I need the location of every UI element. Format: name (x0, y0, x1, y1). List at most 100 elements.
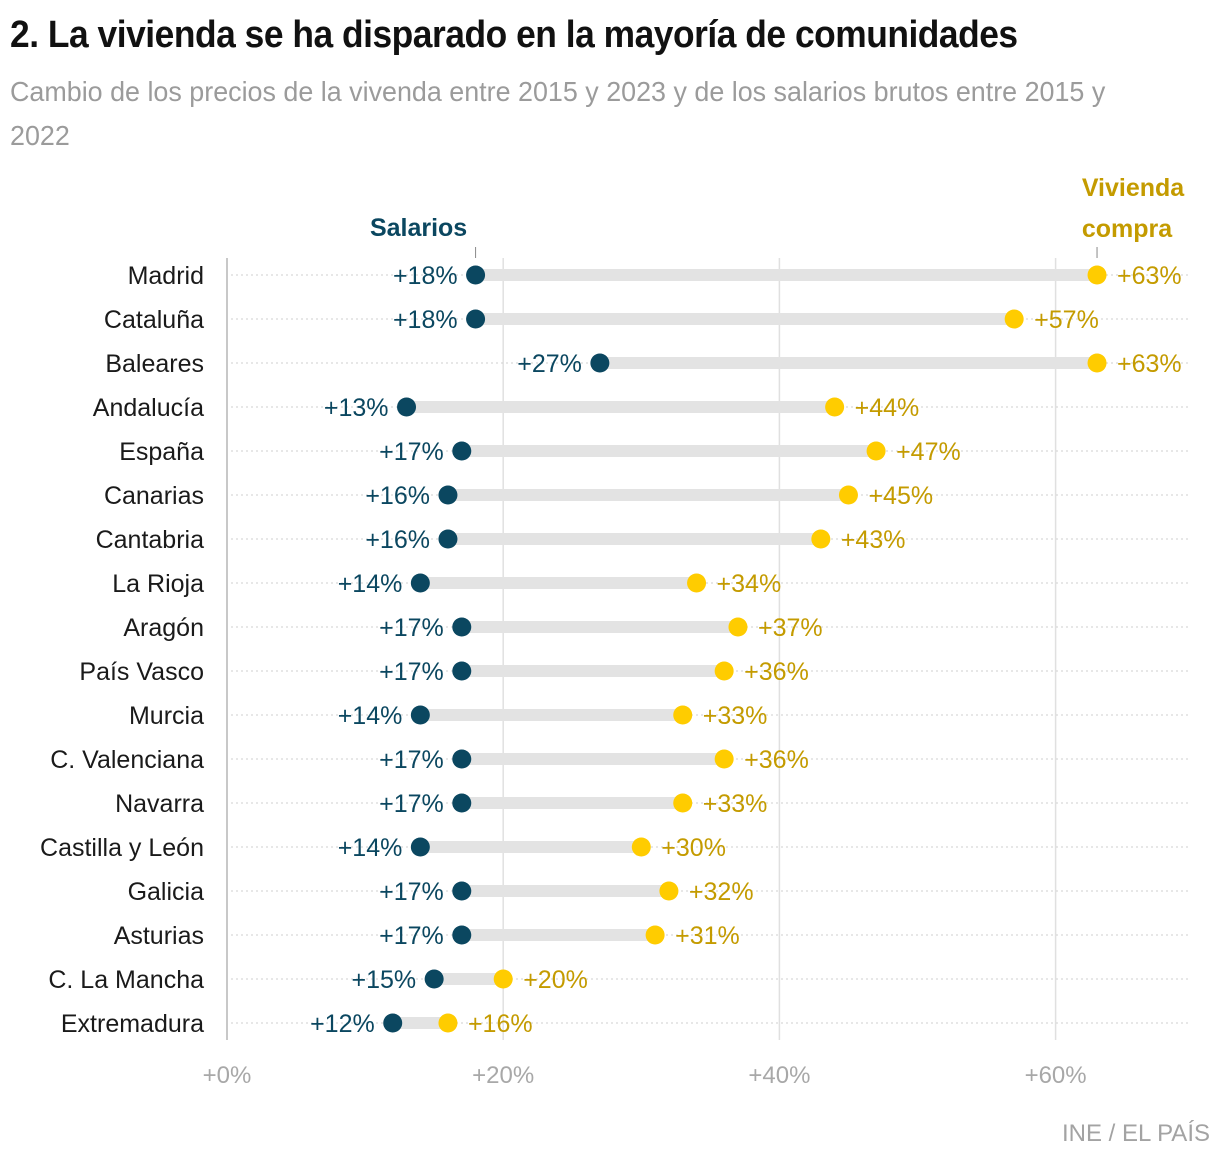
vivienda-value-label: +34% (717, 570, 782, 598)
salarios-value-label: +12% (310, 1010, 375, 1038)
row-castilla-y-león: Castilla y León +14% +30% (40, 834, 1188, 862)
salarios-dot (438, 529, 458, 549)
salarios-value-label: +16% (365, 482, 430, 510)
vivienda-dot (866, 441, 886, 461)
salarios-dot (452, 749, 472, 769)
vivienda-value-label: +36% (744, 658, 809, 686)
row-españa: España +17% +47% (119, 438, 1188, 466)
vivienda-value-label: +45% (868, 482, 933, 510)
salarios-dot (383, 1013, 403, 1033)
row-galicia: Galicia +17% +32% (128, 878, 1188, 906)
salarios-value-label: +17% (379, 614, 444, 642)
vivienda-value-label: +37% (758, 614, 823, 642)
vivienda-dot (714, 661, 734, 681)
salarios-dot (590, 353, 610, 373)
salarios-value-label: +17% (379, 790, 444, 818)
salarios-value-label: +17% (379, 922, 444, 950)
category-label: España (119, 438, 204, 466)
vivienda-value-label: +63% (1117, 262, 1182, 290)
salarios-value-label: +18% (393, 262, 458, 290)
x-tick-label: +0% (203, 1062, 252, 1089)
vivienda-value-label: +36% (744, 746, 809, 774)
category-label: Murcia (129, 702, 204, 730)
x-tick-label: +20% (472, 1062, 534, 1089)
row-cantabria: Cantabria +16% +43% (96, 526, 1188, 554)
salarios-dot (466, 309, 486, 329)
salarios-value-label: +27% (517, 350, 582, 378)
salarios-dot (424, 969, 444, 989)
salarios-dot (410, 573, 430, 593)
salarios-value-label: +14% (338, 702, 403, 730)
salarios-dot (397, 397, 417, 417)
category-label: Navarra (115, 790, 204, 818)
salarios-value-label: +18% (393, 306, 458, 334)
row-madrid: Madrid +18% +63% (128, 262, 1188, 290)
vivienda-value-label: +30% (661, 834, 726, 862)
row-navarra: Navarra +17% +33% (115, 790, 1188, 818)
legend-annotations: Salarios Vivienda compra (370, 174, 1185, 258)
chart-title: 2. La vivienda se ha disparado en la may… (10, 14, 1018, 56)
row-andalucía: Andalucía +13% +44% (93, 394, 1188, 422)
row-canarias: Canarias +16% +45% (104, 482, 1188, 510)
vivienda-dot (645, 925, 665, 945)
vivienda-dot (673, 705, 693, 725)
row-baleares: Baleares +27% +63% (105, 350, 1188, 378)
row-c-la-mancha: C. La Mancha +15% +20% (48, 966, 1188, 994)
rows-layer: Madrid +18% +63% Cataluña +18% +57% Baleares +2… (40, 262, 1188, 1038)
vivienda-value-label: +32% (689, 878, 754, 906)
row-la-rioja: La Rioja +14% +34% (112, 570, 1188, 598)
vivienda-dot (838, 485, 858, 505)
row-c-valenciana: C. Valenciana +17% +36% (50, 746, 1188, 774)
category-label: La Rioja (112, 570, 204, 598)
category-label: C. Valenciana (50, 746, 204, 774)
salarios-dot (452, 661, 472, 681)
salarios-dot (438, 485, 458, 505)
salarios-dot (452, 881, 472, 901)
row-cataluña: Cataluña +18% +57% (104, 306, 1188, 334)
vivienda-dot (1004, 309, 1024, 329)
vivienda-value-label: +16% (468, 1010, 533, 1038)
category-label: Canarias (104, 482, 204, 510)
salarios-value-label: +15% (352, 966, 417, 994)
vivienda-dot (1087, 265, 1107, 285)
legend-salarios-label: Salarios (370, 214, 467, 242)
category-label: Extremadura (61, 1010, 204, 1038)
vivienda-dot (687, 573, 707, 593)
salarios-value-label: +17% (379, 746, 444, 774)
vivienda-dot (811, 529, 831, 549)
salarios-dot (410, 705, 430, 725)
vivienda-value-label: +47% (896, 438, 961, 466)
vivienda-value-label: +33% (703, 790, 768, 818)
row-país-vasco: País Vasco +17% +36% (79, 658, 1188, 686)
vivienda-dot (673, 793, 693, 813)
salarios-value-label: +17% (379, 658, 444, 686)
vivienda-dot (714, 749, 734, 769)
salarios-dot (452, 925, 472, 945)
category-label: Galicia (128, 878, 205, 906)
vivienda-value-label: +43% (841, 526, 906, 554)
category-label: Andalucía (93, 394, 204, 422)
row-extremadura: Extremadura +12% +16% (61, 1010, 1188, 1038)
vivienda-dot (493, 969, 513, 989)
x-axis: +0% +20% +40% +60% (203, 1062, 1087, 1089)
legend-vivienda-label-line2: compra (1082, 215, 1173, 243)
row-murcia: Murcia +14% +33% (129, 702, 1188, 730)
category-label: Cataluña (104, 306, 204, 334)
vivienda-value-label: +57% (1034, 306, 1099, 334)
category-label: Castilla y León (40, 834, 204, 862)
vivienda-dot (438, 1013, 458, 1033)
row-aragón: Aragón +17% +37% (123, 614, 1188, 642)
category-label: Aragón (123, 614, 204, 642)
category-label: Cantabria (96, 526, 204, 554)
row-asturias: Asturias +17% +31% (114, 922, 1188, 950)
category-label: Baleares (105, 350, 204, 378)
vivienda-dot (659, 881, 679, 901)
vivienda-dot (825, 397, 845, 417)
category-label: Asturias (114, 922, 204, 950)
x-tick-label: +40% (748, 1062, 810, 1089)
salarios-value-label: +16% (365, 526, 430, 554)
category-label: País Vasco (79, 658, 204, 686)
salarios-value-label: +17% (379, 438, 444, 466)
salarios-dot (466, 265, 486, 285)
